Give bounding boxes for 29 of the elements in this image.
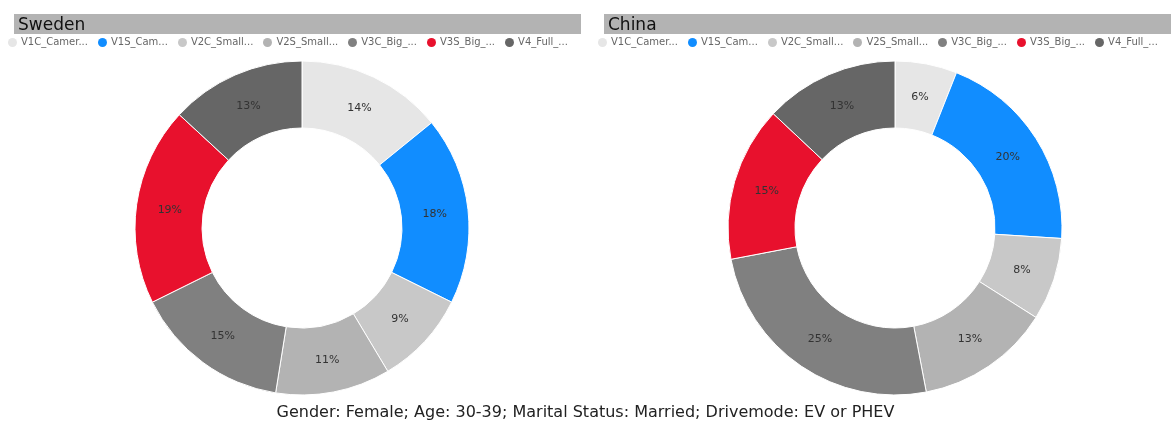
data-label: 25%	[807, 331, 833, 345]
legend-label: V4_Full_...	[1108, 36, 1158, 47]
legend-label: V1S_Cam...	[110, 36, 168, 47]
data-label: 8%	[1013, 262, 1031, 276]
data-label: 11%	[315, 352, 340, 366]
legend-label: V2S_Small...	[276, 36, 339, 47]
data-label: 14%	[347, 100, 372, 114]
chart-title: China	[604, 14, 1171, 34]
legend-label: V2C_Small...	[190, 36, 254, 47]
data-label: 20%	[995, 149, 1020, 163]
legend-label: V3S_Big_...	[1029, 36, 1086, 47]
legend-label: V2S_Small...	[866, 36, 929, 47]
data-label: 19%	[157, 202, 183, 216]
legend-label: V4_Full_...	[518, 36, 568, 47]
legend-label: V1C_Camer...	[611, 36, 678, 47]
data-label: 13%	[957, 331, 983, 345]
data-label: 15%	[210, 329, 236, 342]
legend-label: V1S_Cam...	[700, 36, 758, 47]
data-label: 6%	[911, 90, 929, 104]
data-label: 15%	[754, 184, 780, 198]
text: Gender: Female; Age: 30-39; Marital Status: Married; Drivemode: EV or PHEV	[275, 402, 896, 421]
legend-label: V3S_Big_...	[439, 36, 496, 47]
legend-label: V2C_Small...	[780, 36, 844, 47]
data-label: 9%	[391, 312, 409, 326]
legend-label: V3C_Big_...	[361, 36, 417, 47]
legend-label: V3C_Big_...	[951, 36, 1007, 47]
legend-label: V1C_Camer...	[21, 36, 88, 47]
data-label: 18%	[422, 206, 447, 220]
chart-title: Sweden	[14, 14, 581, 34]
